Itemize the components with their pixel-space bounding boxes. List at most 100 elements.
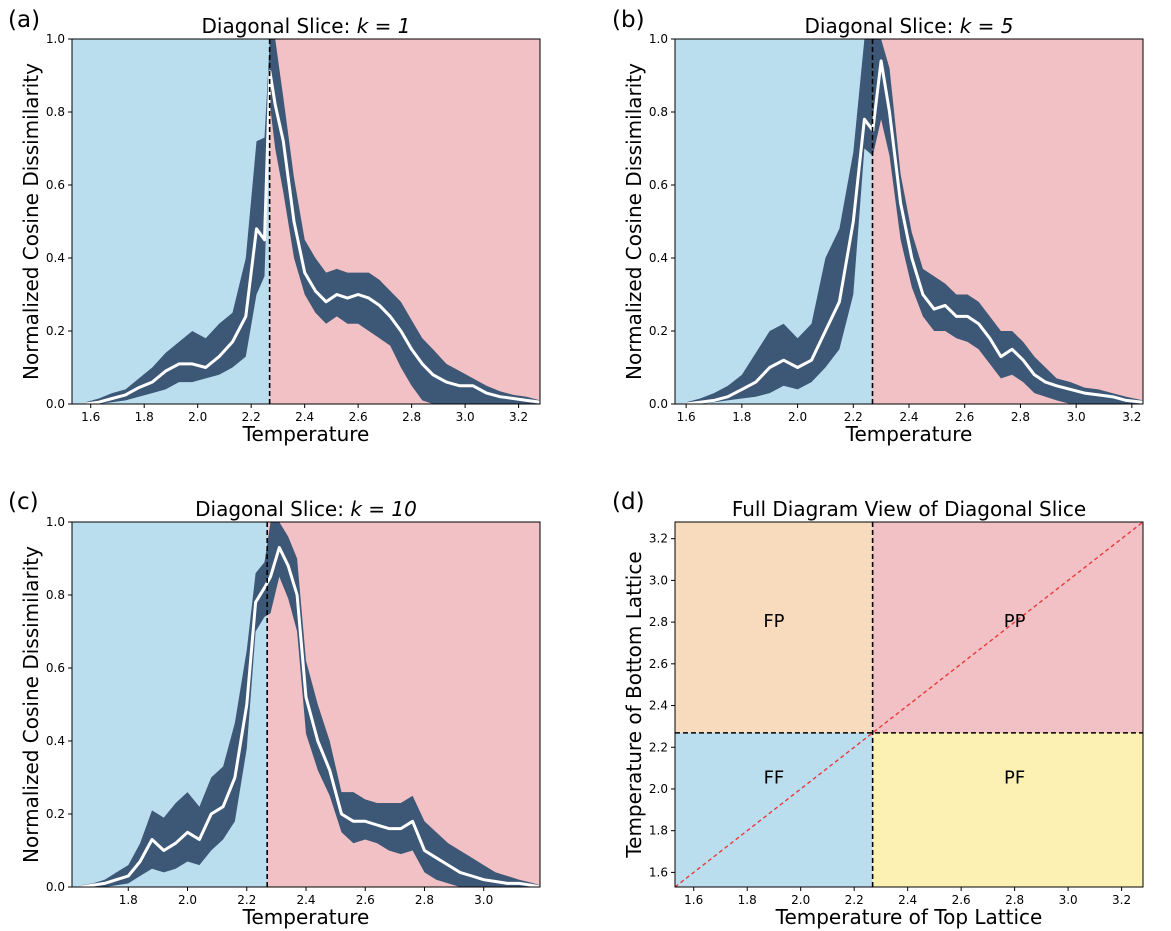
y-tick-label: 3.0	[649, 573, 668, 587]
plot-area: FF FP PP PF	[675, 522, 1143, 887]
x-tick-label: 3.2	[1112, 893, 1131, 907]
std-band	[80, 522, 540, 887]
x-axis-label: Temperature	[242, 422, 370, 446]
x-tick-label: 3.0	[456, 410, 475, 424]
title-prefix: Diagonal Slice:	[805, 14, 960, 38]
chart-title: Full Diagram View of Diagonal Slice	[732, 497, 1086, 521]
y-tick-label: 2.4	[649, 699, 668, 713]
panel-label: (d)	[612, 489, 645, 515]
mean-line	[80, 546, 540, 887]
x-tick-label: 2.6	[952, 893, 971, 907]
y-tick-label: 2.8	[649, 615, 668, 629]
panel-1: 1.6 1.8 2.0 2.2 2.4 2.6 2.8 3.0 3.2 0.0 0.2 0.4 0.6 0…	[8, 7, 541, 446]
axes-frame	[71, 38, 541, 405]
plot-area	[72, 522, 540, 887]
x-tick-label: 1.8	[732, 410, 751, 424]
x-tick-label: 2.2	[844, 410, 863, 424]
y-tick-label: 1.0	[46, 32, 65, 46]
x-tick-label: 1.8	[738, 893, 757, 907]
y-axis-label: Normalized Cosine Dissimilarity	[19, 546, 43, 863]
panel-2: 1.6 1.8 2.0 2.2 2.4 2.6 2.8 3.0 3.2 0.0 0.2 0.4 0.6 0…	[612, 7, 1144, 446]
x-tick-label: 2.6	[349, 410, 368, 424]
y-tick-label: 0.8	[46, 105, 65, 119]
x-axis-label: Temperature	[845, 422, 973, 446]
title-math: k = 1	[357, 14, 411, 38]
x-tick-label: 2.6	[356, 893, 375, 907]
x-tick-label: 2.0	[791, 893, 810, 907]
chart-title: Diagonal Slice: k = 10	[195, 497, 417, 521]
x-tick-label: 2.4	[295, 410, 314, 424]
y-tick-label: 0.6	[46, 661, 65, 675]
quadrant-label-pf: PF	[1004, 768, 1025, 789]
y-tick-label: 1.0	[46, 515, 65, 529]
x-tick-label: 1.8	[135, 410, 154, 424]
axes-frame	[674, 521, 1144, 888]
panel-label: (a)	[8, 7, 40, 33]
x-tick-label: 3.2	[1122, 410, 1141, 424]
y-tick-label: 0.2	[46, 324, 65, 338]
y-tick-label: 0.4	[46, 251, 65, 265]
y-tick-label: 0.0	[649, 397, 668, 411]
x-tick-label: 2.0	[788, 410, 807, 424]
title-prefix: Diagonal Slice:	[195, 497, 350, 521]
y-tick-label: 2.2	[649, 740, 668, 754]
quadrant-fp	[675, 522, 873, 733]
x-tick-label: 2.8	[1011, 410, 1030, 424]
plot-area	[72, 39, 540, 404]
x-tick-label: 3.0	[1067, 410, 1086, 424]
panel-3: 1.8 2.0 2.2 2.4 2.6 2.8 3.0 0.0 0.2 0.4 0.6 0.8 1.0 (…	[8, 489, 541, 929]
x-tick-label: 2.4	[899, 410, 918, 424]
y-tick-label: 0.2	[46, 807, 65, 821]
y-tick-label: 0.0	[46, 880, 65, 894]
panel-label: (c)	[8, 489, 39, 515]
y-tick-label: 0.4	[46, 734, 65, 748]
x-tick-label: 2.8	[1005, 893, 1024, 907]
quadrant-pf	[872, 732, 1143, 887]
y-tick-label: 2.6	[649, 657, 668, 671]
x-tick-label: 2.6	[955, 410, 974, 424]
x-axis-label: Temperature of Top Lattice	[775, 905, 1043, 929]
x-tick-label: 2.2	[237, 893, 256, 907]
diagonal-slice-line	[675, 522, 1143, 887]
y-tick-label: 1.6	[649, 865, 668, 879]
y-tick-label: 2.0	[649, 782, 668, 796]
chart-title: Diagonal Slice: k = 5	[805, 14, 1014, 38]
panel-label: (b)	[612, 7, 645, 33]
x-tick-label: 1.6	[684, 893, 703, 907]
quadrant-ff	[675, 732, 873, 887]
y-tick-label: 0.4	[649, 251, 668, 265]
y-tick-label: 3.2	[649, 532, 668, 546]
x-axis-label: Temperature	[242, 905, 370, 929]
quadrant-label-pp: PP	[1004, 611, 1026, 632]
y-tick-label: 0.8	[46, 588, 65, 602]
y-axis-label: Temperature of Bottom Lattice	[622, 551, 646, 858]
plot-area	[675, 39, 1143, 404]
title-prefix: Diagonal Slice:	[202, 14, 357, 38]
x-tick-label: 2.2	[845, 893, 864, 907]
x-tick-label: 3.2	[509, 410, 528, 424]
x-tick-label: 1.6	[677, 410, 696, 424]
y-tick-label: 0.6	[46, 178, 65, 192]
x-tick-label: 1.8	[119, 893, 138, 907]
y-tick-label: 1.8	[649, 824, 668, 838]
y-tick-label: 0.2	[649, 324, 668, 338]
mean-line	[685, 59, 1143, 404]
x-tick-label: 1.6	[81, 410, 100, 424]
y-tick-label: 0.6	[649, 178, 668, 192]
x-tick-label: 2.8	[415, 893, 434, 907]
x-tick-label: 2.4	[898, 893, 917, 907]
panel-4: FF FP PP PF 1.6 1.8 2.0 2.2 2.4 2.6 2.8 3.0 3.2 1.6 1.…	[612, 489, 1144, 929]
title-math: k = 5	[960, 14, 1014, 38]
x-tick-label: 2.4	[296, 893, 315, 907]
y-tick-label: 1.0	[649, 32, 668, 46]
x-tick-label: 2.8	[402, 410, 421, 424]
y-tick-label: 0.0	[46, 397, 65, 411]
x-tick-label: 3.0	[474, 893, 493, 907]
title-math: k = 10	[350, 497, 417, 521]
mean-line	[85, 70, 540, 404]
y-axis-label: Normalized Cosine Dissimilarity	[622, 63, 646, 380]
quadrant-label-ff: FF	[764, 768, 785, 789]
x-tick-label: 2.2	[242, 410, 261, 424]
y-tick-label: 0.8	[649, 105, 668, 119]
